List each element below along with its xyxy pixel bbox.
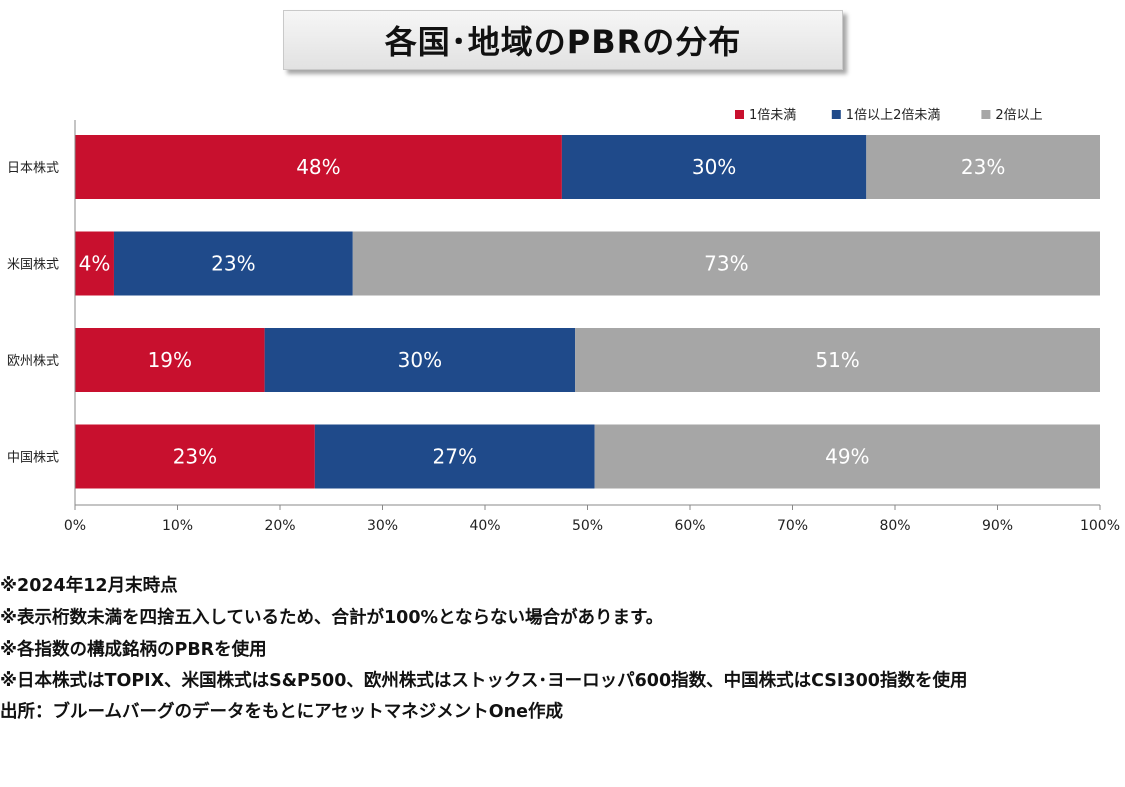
data-label: 30% [398,348,442,372]
bar-segment [575,328,1100,392]
bar-segment [264,328,576,392]
x-tick-label: 70% [777,518,808,534]
legend-label: 1倍以上2倍未満 [846,108,941,123]
bar-segment [75,231,114,296]
data-label: 19% [148,348,192,372]
data-label: 4% [79,252,111,276]
footnote-source: 出所：ブルームバーグのデータをもとにアセットマネジメントOne作成 [0,702,563,722]
footnote-indices: ※日本株式はTOPIX、米国株式はS&P500、欧州株式はストックス･ヨーロッパ… [0,671,968,691]
x-tick-label: 10% [162,518,193,534]
x-tick-label: 60% [674,518,705,534]
bar-segment [594,424,1100,489]
x-tick-label: 50% [572,518,603,534]
data-label: 23% [173,445,217,469]
category-label: 米国株式 [7,258,59,273]
footnotes: ※2024年12月末時点 ※表示桁数未満を四捨五入しているため、合計が100%と… [0,570,1125,728]
bar-segment [561,135,867,199]
x-tick-label: 100% [1080,518,1120,534]
data-label: 51% [815,348,859,372]
bar-segment [352,231,1100,296]
bar-segment [113,231,353,296]
footnote-pbr: ※各指数の構成銘柄のPBRを使用 [0,640,267,660]
x-tick-label: 80% [879,518,910,534]
legend-label: 2倍以上 [995,108,1042,123]
footnote-rounding: ※表示桁数未満を四捨五入しているため、合計が100%とならない場合があります。 [0,608,664,628]
x-tick-label: 20% [264,518,295,534]
bar-segment [314,424,595,489]
data-label: 49% [825,445,869,469]
bar-segment [75,135,562,199]
bar-segment [866,135,1100,199]
x-tick-label: 40% [469,518,500,534]
stacked-bar-chart: 1倍未満 1倍以上2倍未満 2倍以上 48% 30% 23% 日本株式 4% 23% 73% 米国株… [7,108,1120,534]
legend-label: 1倍未満 [749,108,796,123]
data-label: 73% [704,252,748,276]
bar-segment [75,424,315,489]
category-label: 欧州株式 [7,354,59,369]
chart-title: 各国･地域のPBRの分布 [384,23,742,61]
category-label: 日本株式 [7,161,59,176]
data-label: 30% [692,155,736,179]
data-label: 23% [211,252,255,276]
legend-swatch [735,110,744,119]
bar-segment [75,328,265,392]
chart-title-box: 各国･地域のPBRの分布 [283,10,843,70]
x-tick-label: 30% [367,518,398,534]
x-tick-label: 90% [982,518,1013,534]
footnote-date: ※2024年12月末時点 [0,576,178,596]
legend-swatch [831,110,841,119]
data-label: 27% [433,445,477,469]
legend-swatch [981,110,991,119]
data-label: 23% [961,155,1005,179]
x-tick-label: 0% [64,518,86,534]
data-label: 48% [296,155,340,179]
category-label: 中国株式 [7,451,59,466]
